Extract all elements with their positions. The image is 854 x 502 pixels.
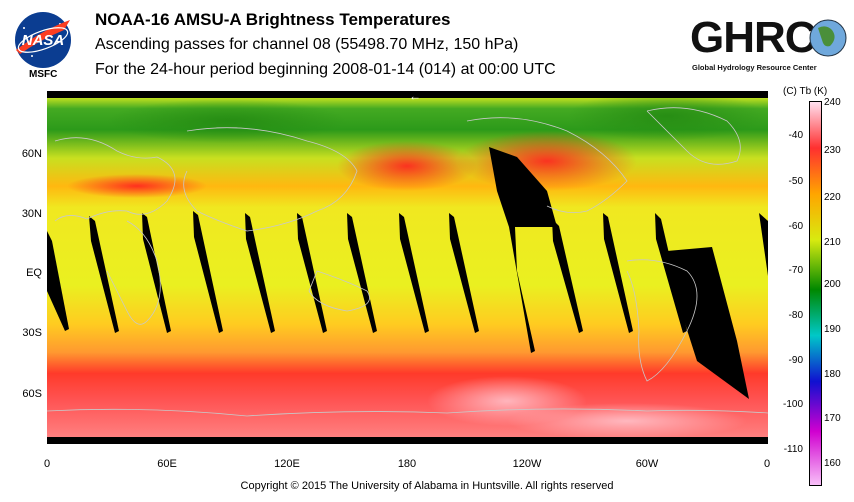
cb-celsius-minus100: -100: [782, 399, 803, 410]
orbit-arrow: ←: [409, 91, 421, 103]
nasa-logo: NASA: [15, 12, 71, 68]
cb-kelvin-200: 200: [824, 279, 841, 290]
lat-label-30s: 30S: [22, 327, 42, 339]
lon-label-0: 0: [43, 458, 51, 470]
lat-label-30n: 30N: [21, 208, 42, 220]
svg-text:NASA: NASA: [22, 32, 65, 49]
cb-kelvin-230: 230: [824, 145, 841, 156]
orbit-gaps: [47, 147, 768, 399]
colorbar-title: (C) Tb (K): [783, 86, 828, 97]
brightness-temperature-map: ←: [47, 91, 768, 444]
cb-celsius-minus60: -60: [788, 221, 803, 232]
lon-label-60e: 60E: [157, 458, 177, 470]
cb-kelvin-220: 220: [824, 192, 841, 203]
cb-celsius-minus70: -70: [788, 265, 803, 276]
cb-kelvin-180: 180: [824, 369, 841, 380]
cb-celsius-minus80: -80: [788, 310, 803, 321]
copyright-notice: Copyright © 2015 The University of Alaba…: [240, 480, 614, 492]
ghrc-logo: GHRC Global Hydrology Resource Center: [690, 13, 847, 72]
lat-label-60s: 60S: [22, 388, 42, 400]
cb-celsius-minus40: -40: [788, 130, 803, 141]
lon-label-60w: 60W: [635, 458, 659, 470]
colorbar: [809, 101, 822, 486]
cb-kelvin-240: 240: [824, 97, 841, 108]
cb-kelvin-190: 190: [824, 324, 841, 335]
lon-label-120e: 120E: [274, 458, 300, 470]
map-title: NOAA-16 AMSU-A Brightness Temperatures: [95, 10, 451, 29]
cb-kelvin-210: 210: [824, 237, 841, 248]
map-period: For the 24-hour period beginning 2008-01…: [95, 61, 556, 78]
map-subtitle: Ascending passes for channel 08 (55498.7…: [95, 36, 519, 53]
lon-label-180: 180: [397, 458, 417, 470]
cb-celsius-minus90: -90: [788, 355, 803, 366]
svg-text:GHRC: GHRC: [690, 13, 816, 62]
cb-celsius-minus110: -110: [783, 444, 803, 455]
cb-kelvin-160: 160: [824, 458, 841, 469]
lat-label-60n: 60N: [21, 148, 42, 160]
lat-label-eq: EQ: [26, 267, 42, 279]
cb-celsius-minus50: -50: [788, 176, 803, 187]
msfc-label: MSFC: [29, 69, 58, 80]
lon-label-0-right: 0: [763, 458, 771, 470]
coastlines: [47, 107, 768, 417]
lon-label-120w: 120W: [512, 458, 542, 470]
cb-kelvin-170: 170: [824, 413, 841, 424]
svg-text:Global Hydrology Resource Cent: Global Hydrology Resource Center: [692, 63, 817, 72]
